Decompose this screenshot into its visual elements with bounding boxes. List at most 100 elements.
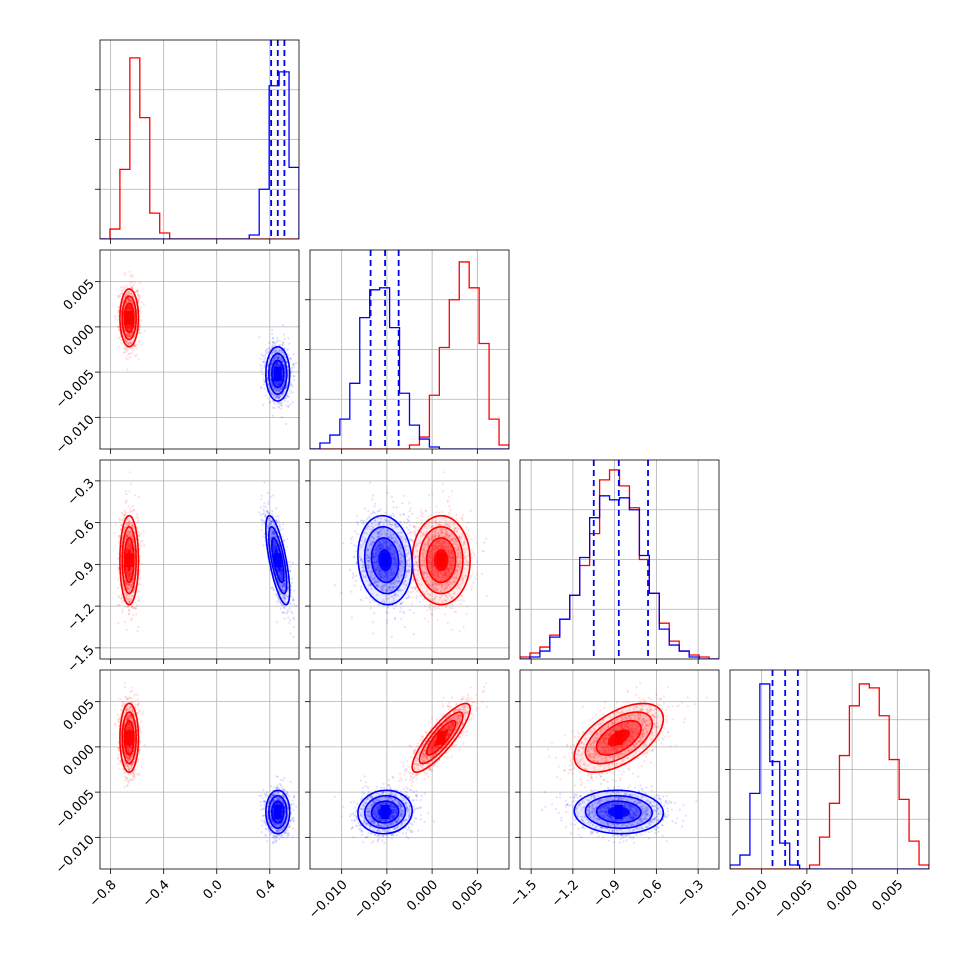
scatter-point <box>274 545 277 548</box>
scatter-point <box>276 354 279 357</box>
scatter-point <box>274 507 278 510</box>
scatter-point <box>279 364 282 367</box>
scatter-point <box>274 395 277 398</box>
panel-body <box>100 40 299 239</box>
scatter-point <box>266 510 269 513</box>
scatter-point <box>283 378 286 381</box>
scatter-point <box>123 296 126 299</box>
histogram-series-0 <box>310 261 509 449</box>
scatter-point <box>272 351 275 354</box>
scatter-point <box>129 548 132 551</box>
scatter-point <box>274 356 277 359</box>
scatter-point <box>270 535 273 538</box>
scatter-point <box>118 604 121 607</box>
scatter-point <box>276 356 279 359</box>
scatter-point <box>292 625 295 629</box>
scatter-point <box>280 571 283 574</box>
scatter-point <box>267 364 270 367</box>
scatter-point <box>281 386 284 389</box>
scatter-point <box>129 307 132 311</box>
scatter-point <box>275 521 279 524</box>
scatter-point <box>282 582 286 586</box>
scatter-point <box>286 394 289 397</box>
scatter-point <box>125 551 128 554</box>
scatter-point <box>286 352 289 355</box>
scatter-point <box>278 523 281 527</box>
scatter-point <box>125 300 128 303</box>
scatter-point <box>282 605 286 608</box>
scatter-point <box>278 388 281 391</box>
scatter-point <box>125 547 128 550</box>
scatter-point <box>289 382 292 386</box>
scatter-point <box>127 523 130 526</box>
scatter-point <box>288 621 291 624</box>
scatter-point <box>280 387 283 391</box>
scatter-point <box>277 357 280 360</box>
scatter-point <box>126 326 129 329</box>
scatter-point <box>263 387 266 390</box>
scatter-point <box>130 286 134 289</box>
scatter-point <box>276 569 279 572</box>
scatter-point <box>117 308 120 311</box>
scatter-point <box>273 358 276 361</box>
scatter-point <box>127 298 130 301</box>
panel-body <box>113 270 298 426</box>
scatter-point <box>129 573 132 576</box>
scatter-point <box>124 514 127 517</box>
scatter-point <box>285 349 288 352</box>
scatter-point <box>285 545 288 548</box>
scatter-point <box>128 595 131 598</box>
scatter-point <box>259 364 262 367</box>
scatter-point <box>129 587 133 590</box>
scatter-point <box>116 557 120 561</box>
scatter-point <box>125 583 128 586</box>
scatter-point <box>283 353 286 356</box>
scatter-point <box>130 325 133 328</box>
scatter-point <box>130 599 133 602</box>
scatter-point <box>128 307 131 310</box>
scatter-point <box>135 290 138 293</box>
scatter-point <box>289 570 292 573</box>
scatter-point <box>125 532 128 535</box>
scatter-point <box>275 519 278 522</box>
scatter-point <box>128 307 131 310</box>
scatter-point <box>287 406 290 409</box>
scatter-point <box>126 307 129 310</box>
scatter-point <box>280 593 283 596</box>
scatter-point <box>274 380 277 383</box>
scatter-point <box>277 551 280 554</box>
scatter-point <box>272 550 276 553</box>
scatter-point <box>281 360 284 363</box>
scatter-point <box>133 606 136 610</box>
scatter-point <box>118 294 122 297</box>
scatter-point <box>263 512 266 515</box>
scatter-point <box>291 385 294 388</box>
scatter-point <box>289 357 292 360</box>
scatter-point <box>278 356 281 359</box>
scatter-point <box>127 544 130 547</box>
scatter-point <box>127 533 130 536</box>
scatter-point <box>138 297 142 300</box>
scatter-point <box>276 357 279 360</box>
scatter-point <box>260 513 263 517</box>
scatter-point <box>133 531 136 534</box>
scatter-point <box>129 542 132 546</box>
scatter-point <box>271 385 274 388</box>
scatter-point <box>283 367 287 371</box>
scatter-point <box>275 547 278 550</box>
scatter-point <box>125 301 128 304</box>
scatter-point <box>263 502 266 505</box>
scatter-point <box>126 326 129 329</box>
scatter-point <box>262 403 265 406</box>
scatter-point <box>280 572 283 575</box>
scatter-point <box>132 538 135 541</box>
scatter-point <box>264 514 267 518</box>
scatter-point <box>271 529 274 532</box>
scatter-point <box>139 281 142 284</box>
scatter-point <box>125 348 128 351</box>
scatter-point <box>129 573 132 576</box>
scatter-point <box>279 349 282 352</box>
scatter-point <box>125 340 128 343</box>
scatter-point <box>279 395 282 398</box>
scatter-point <box>129 325 132 328</box>
